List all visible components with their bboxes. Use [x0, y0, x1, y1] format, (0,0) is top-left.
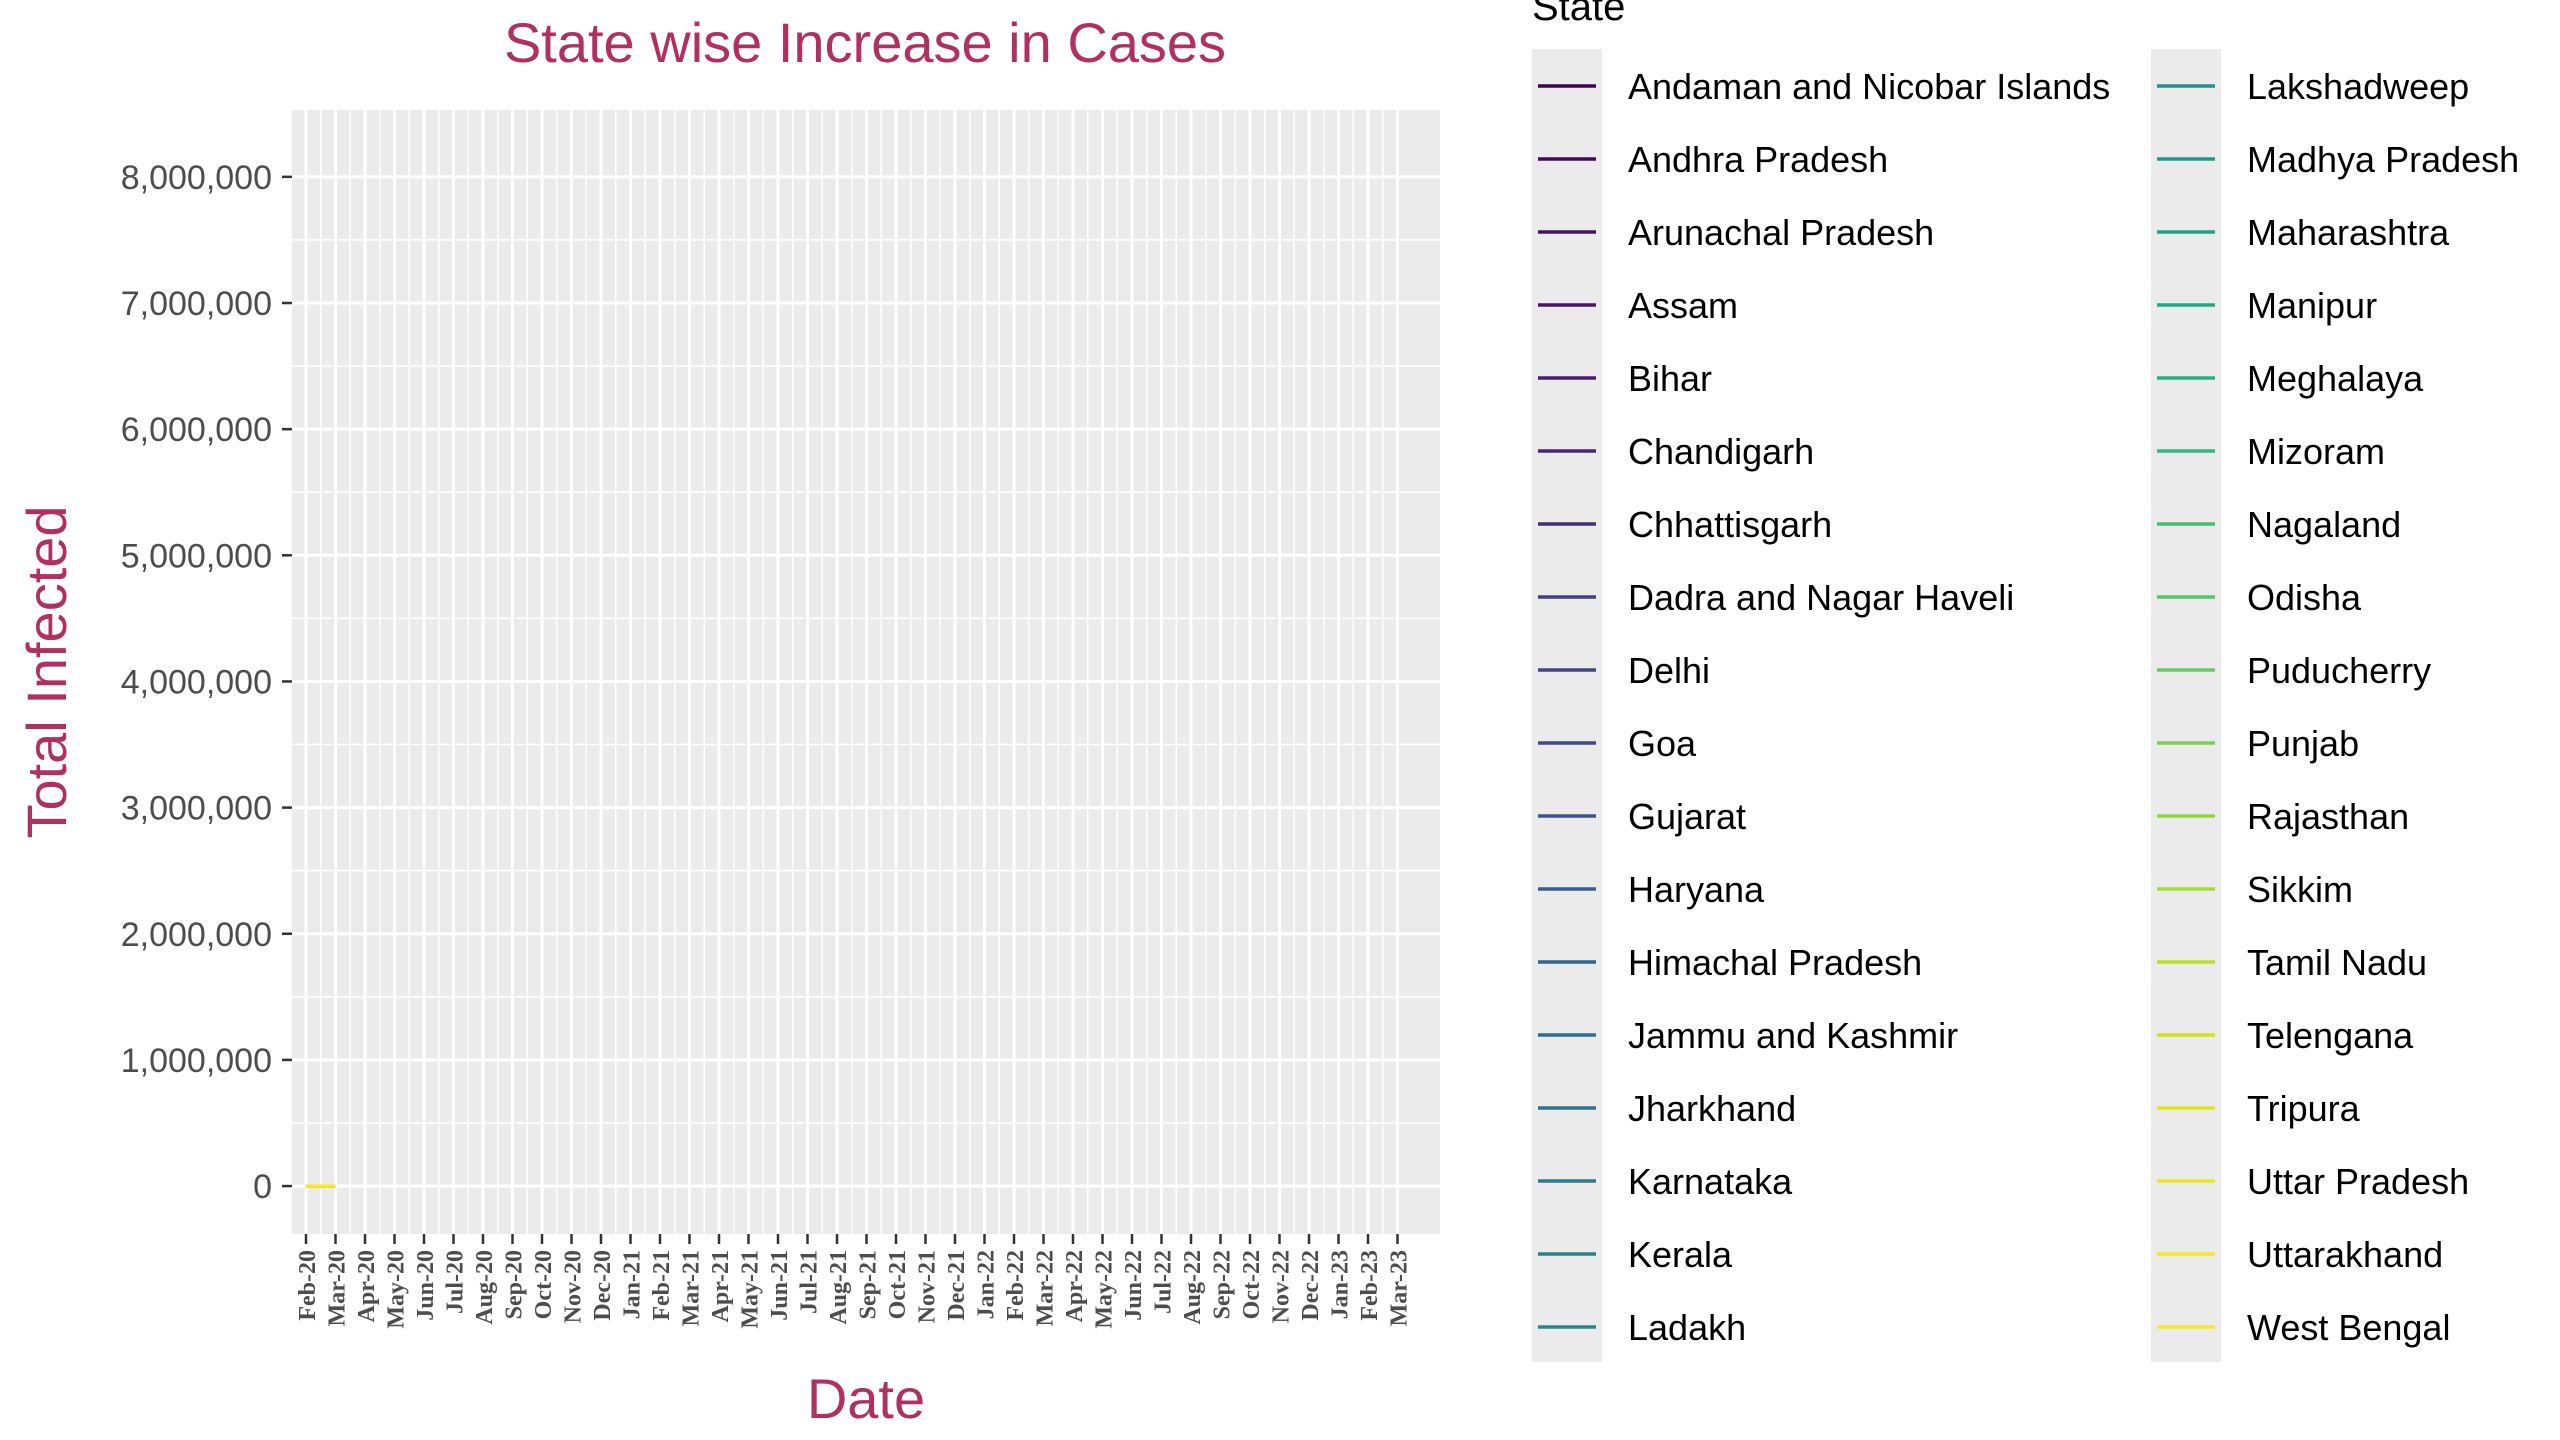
y-tick-label: 8,000,000: [121, 159, 272, 197]
x-tick-label: Feb-22: [1003, 1250, 1029, 1321]
legend-column-background: [2151, 49, 2221, 1362]
x-tick-label: Jul-20: [443, 1250, 469, 1314]
legend-label: Himachal Pradesh: [1628, 942, 1922, 983]
x-tick-label: Feb-21: [649, 1250, 675, 1321]
x-tick-label: Jul-21: [797, 1250, 823, 1314]
legend-label: Lakshadweep: [2247, 66, 2469, 107]
legend-label: Chhattisgarh: [1628, 504, 1832, 545]
legend-label: Maharashtra: [2247, 212, 2450, 253]
legend-label: Punjab: [2247, 723, 2359, 764]
y-axis-label: Total Infected: [15, 505, 78, 838]
legend-title: State: [1532, 0, 1625, 29]
chart-title: State wise Increase in Cases: [504, 11, 1226, 74]
legend-items: Andaman and Nicobar Islands Andhra Prades…: [1538, 66, 2519, 1348]
legend-label: Kerala: [1628, 1234, 1733, 1275]
x-tick-label: May-22: [1092, 1250, 1118, 1329]
legend-label: Ladakh: [1628, 1307, 1746, 1348]
x-tick-label: Apr-20: [354, 1250, 380, 1322]
legend-label: Gujarat: [1628, 796, 1746, 837]
x-tick-label: May-20: [384, 1250, 410, 1329]
legend-label: Uttarakhand: [2247, 1234, 2443, 1275]
legend-label: Andhra Pradesh: [1628, 139, 1888, 180]
x-tick-label: Sep-22: [1210, 1250, 1236, 1319]
x-tick-label: Nov-21: [915, 1250, 941, 1323]
x-tick-label: Jun-21: [767, 1250, 793, 1321]
x-tick-label: Jun-22: [1121, 1250, 1147, 1321]
x-tick-label: Jan-21: [620, 1250, 646, 1319]
legend-label: Tripura: [2247, 1088, 2361, 1129]
legend-label: Jharkhand: [1628, 1088, 1796, 1129]
legend-label: Madhya Pradesh: [2247, 139, 2519, 180]
legend-label: Jammu and Kashmir: [1628, 1015, 1958, 1056]
x-tick-label: Apr-22: [1062, 1250, 1088, 1322]
y-axis: 0 1,000,000 2,000,000 3,000,000 4,000,000 5,0…: [121, 159, 292, 1206]
x-tick-label: Sep-20: [502, 1250, 528, 1319]
x-axis: Feb-20 Mar-20 Apr-20 May-20 Jun-20 Jul-20 Aug-…: [295, 1234, 1413, 1329]
legend-label: Dadra and Nagar Haveli: [1628, 577, 2014, 618]
x-tick-label: Dec-22: [1298, 1250, 1324, 1321]
legend-label: Sikkim: [2247, 869, 2353, 910]
x-tick-label: Nov-20: [561, 1250, 587, 1323]
y-tick-label: 1,000,000: [121, 1042, 272, 1080]
y-tick-label: 5,000,000: [121, 537, 272, 575]
x-tick-label: Dec-20: [590, 1250, 616, 1321]
y-tick-label: 7,000,000: [121, 285, 272, 323]
x-tick-label: Aug-20: [472, 1250, 498, 1325]
legend-label: Nagaland: [2247, 504, 2401, 545]
legend-label: Assam: [1628, 285, 1738, 326]
x-tick-label: Mar-22: [1033, 1250, 1059, 1326]
legend-label: Delhi: [1628, 650, 1710, 691]
legend-label: Tamil Nadu: [2247, 942, 2427, 983]
x-tick-label: May-21: [738, 1250, 764, 1329]
legend-label: Meghalaya: [2247, 358, 2424, 399]
x-tick-label: Aug-21: [826, 1250, 852, 1325]
y-tick-label: 3,000,000: [121, 790, 272, 828]
legend-label: Mizoram: [2247, 431, 2385, 472]
legend-label: Haryana: [1628, 869, 1765, 910]
x-tick-label: Jul-22: [1151, 1250, 1177, 1314]
y-tick-label: 4,000,000: [121, 663, 272, 701]
x-tick-label: Oct-20: [531, 1250, 557, 1319]
x-tick-label: Mar-20: [325, 1250, 351, 1326]
legend-label: Rajasthan: [2247, 796, 2409, 837]
legend-label: Uttar Pradesh: [2247, 1161, 2469, 1202]
x-tick-label: Jan-22: [974, 1250, 1000, 1319]
x-tick-label: Feb-20: [295, 1250, 321, 1321]
legend-label: Arunachal Pradesh: [1628, 212, 1934, 253]
legend-label: West Bengal: [2247, 1307, 2450, 1348]
legend-label: Karnataka: [1628, 1161, 1793, 1202]
y-tick-label: 2,000,000: [121, 916, 272, 954]
legend-column-background: [1532, 49, 1602, 1362]
legend-label: Bihar: [1628, 358, 1712, 399]
x-tick-label: Feb-23: [1357, 1250, 1383, 1321]
legend-label: Puducherry: [2247, 650, 2431, 691]
x-tick-label: Dec-21: [944, 1250, 970, 1321]
x-tick-label: Nov-22: [1269, 1250, 1295, 1323]
legend-label: Odisha: [2247, 577, 2362, 618]
y-tick-label: 0: [253, 1168, 272, 1206]
legend-label: Chandigarh: [1628, 431, 1814, 472]
legend-label: Manipur: [2247, 285, 2377, 326]
x-tick-label: Sep-21: [856, 1250, 882, 1319]
legend: State Andaman and Nicobar Islands Andhra …: [1532, 0, 2519, 1362]
legend-label: Goa: [1628, 723, 1697, 764]
x-tick-label: Apr-21: [708, 1250, 734, 1322]
x-tick-label: Oct-22: [1239, 1250, 1265, 1319]
y-tick-label: 6,000,000: [121, 411, 272, 449]
x-tick-label: Mar-21: [679, 1250, 705, 1326]
x-tick-label: Mar-23: [1387, 1250, 1413, 1326]
legend-label: Telengana: [2247, 1015, 2414, 1056]
legend-label: Andaman and Nicobar Islands: [1628, 66, 2110, 107]
grid-lines: [292, 110, 1440, 1234]
x-tick-label: Jan-23: [1328, 1250, 1354, 1319]
x-tick-label: Aug-22: [1180, 1250, 1206, 1325]
x-tick-label: Jun-20: [413, 1250, 439, 1321]
x-axis-label: Date: [807, 1367, 925, 1430]
x-tick-label: Oct-21: [885, 1250, 911, 1319]
